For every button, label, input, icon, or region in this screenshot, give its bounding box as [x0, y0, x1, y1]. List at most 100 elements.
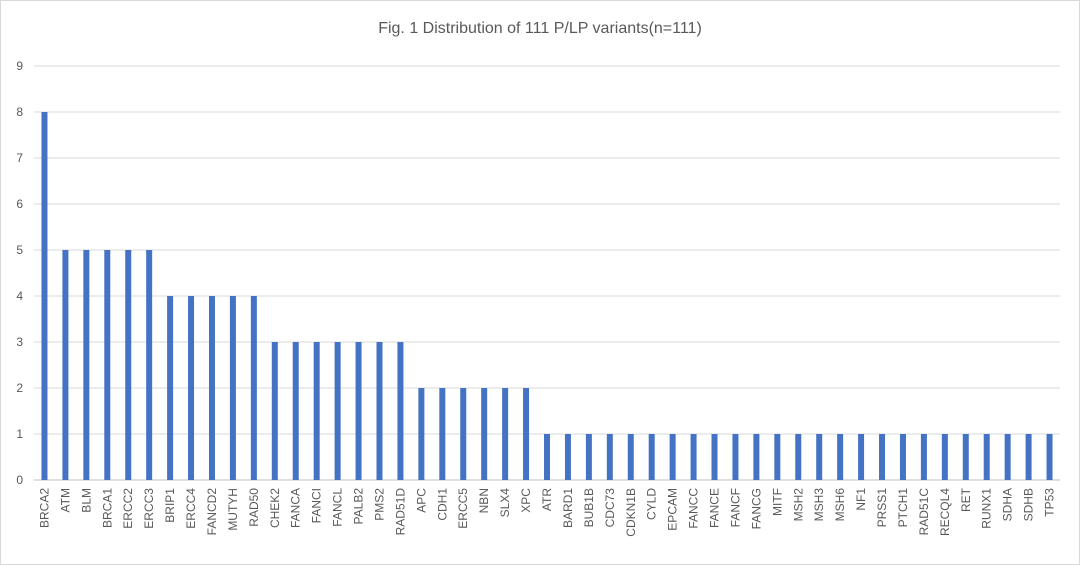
x-tick-label: RET [959, 487, 973, 512]
x-tick-label: MITF [770, 488, 784, 516]
bar-xpc [523, 388, 530, 480]
x-tick-label: MUTYH [226, 488, 240, 531]
y-tick-label: 1 [16, 427, 23, 441]
bar-atr [544, 434, 550, 480]
bar-recql4 [941, 434, 948, 480]
x-tick-label: PRSS1 [875, 488, 889, 528]
x-tick-label: MSH6 [833, 488, 847, 522]
bar-cdkn1b [627, 434, 634, 480]
x-tick-label: RAD50 [247, 488, 261, 527]
bar-msh6 [837, 434, 844, 480]
y-tick-label: 3 [16, 335, 23, 349]
x-tick-label: MSH2 [791, 488, 805, 522]
x-tick-label: SDHA [1001, 488, 1015, 521]
bar-pms2 [376, 342, 383, 480]
bar-msh2 [795, 434, 802, 480]
x-tick-label: ERCC2 [121, 488, 135, 529]
bar-sdha [1004, 434, 1011, 480]
bar-rad51c [920, 434, 927, 480]
y-tick-label: 9 [16, 59, 23, 73]
bar-fanca [292, 342, 299, 480]
x-tick-label: FANCA [289, 488, 303, 528]
bar-ercc2 [125, 250, 132, 480]
bar-ercc3 [146, 250, 153, 480]
bar-mutyh [229, 296, 236, 480]
y-tick-label: 8 [16, 105, 23, 119]
x-tick-label: FANCE [708, 488, 722, 528]
y-tick-label: 5 [16, 243, 23, 257]
y-axis-ticks: 0 1 2 3 4 5 6 7 8 9 [16, 59, 23, 487]
x-tick-label: FANCF [728, 488, 742, 527]
x-tick-label: NF1 [854, 488, 868, 511]
x-tick-label: CYLD [645, 488, 659, 520]
bar-tp53 [1046, 434, 1053, 480]
x-tick-label: FANCL [331, 488, 345, 527]
bar-rad51d [397, 342, 404, 480]
y-tick-label: 0 [16, 473, 23, 487]
bar-brip1 [167, 296, 174, 480]
x-tick-label: PTCH1 [896, 488, 910, 528]
x-tick-label: CDH1 [435, 488, 449, 521]
x-tick-label: CDKN1B [624, 488, 638, 537]
x-tick-label: BLM [79, 488, 93, 513]
x-axis-labels: BRCA2 ATM BLM BRCA1 ERCC2 ERCC3 BRIP1 ERCC4 FANC… [37, 487, 1056, 536]
x-tick-label: ATM [58, 488, 72, 512]
x-tick-label: PALB2 [352, 488, 366, 525]
x-tick-label: ATR [540, 488, 554, 511]
bar-palb2 [355, 342, 362, 480]
x-tick-label: XPC [519, 488, 533, 513]
chart-title: Fig. 1 Distribution of 111 P/LP variants… [378, 20, 702, 37]
x-tick-label: BUB1B [582, 488, 596, 527]
bar-fanci [313, 342, 320, 480]
x-tick-label: NBN [477, 488, 491, 513]
x-tick-label: SDHB [1022, 488, 1036, 521]
bar-fancl [334, 342, 341, 480]
bar-bard1 [564, 434, 571, 480]
x-tick-label: PMS2 [372, 488, 386, 521]
x-tick-label: MSH3 [812, 488, 826, 522]
bar-fancf [732, 434, 739, 480]
y-tick-label: 7 [16, 151, 23, 165]
x-tick-label: FANCC [687, 488, 701, 529]
bar-bub1b [585, 434, 592, 480]
bar-ercc4 [188, 296, 195, 480]
bar-cyld [648, 434, 655, 480]
bar-cdc73 [606, 434, 613, 480]
bar-runx1 [983, 434, 990, 480]
y-tick-label: 4 [16, 289, 23, 303]
bar-nbn [481, 388, 488, 480]
y-tick-label: 6 [16, 197, 23, 211]
x-tick-label: ERCC4 [184, 488, 198, 529]
gridlines [34, 65, 1060, 481]
x-tick-label: TP53 [1043, 488, 1057, 517]
x-tick-label: FANCG [749, 488, 763, 529]
bar-slx4 [502, 388, 509, 480]
bar-prss1 [879, 434, 886, 480]
x-tick-label: FANCI [310, 488, 324, 523]
bar-mitf [774, 434, 781, 480]
x-tick-label: ERCC3 [142, 488, 156, 529]
x-tick-label: ERCC5 [456, 488, 470, 529]
bar-brca1 [104, 250, 111, 480]
x-tick-label: BARD1 [561, 488, 575, 528]
bar-fance [711, 434, 718, 480]
x-tick-label: APC [414, 488, 428, 513]
bar-ptch1 [899, 434, 906, 480]
x-tick-label: EPCAM [666, 488, 680, 531]
bar-ret [962, 434, 969, 480]
bar-apc [418, 388, 425, 480]
bar-ercc5 [460, 388, 467, 480]
bar-atm [62, 250, 69, 480]
bar-brca2 [41, 112, 48, 480]
bar-msh3 [816, 434, 823, 480]
bar-fancg [753, 434, 760, 480]
x-tick-label: RECQL4 [938, 488, 952, 536]
bar-fancc [690, 434, 697, 480]
bar-sdhb [1025, 434, 1032, 480]
bar-blm [83, 250, 90, 480]
x-tick-label: FANCD2 [205, 488, 219, 536]
y-tick-label: 2 [16, 381, 23, 395]
bar-fancd2 [208, 296, 215, 480]
